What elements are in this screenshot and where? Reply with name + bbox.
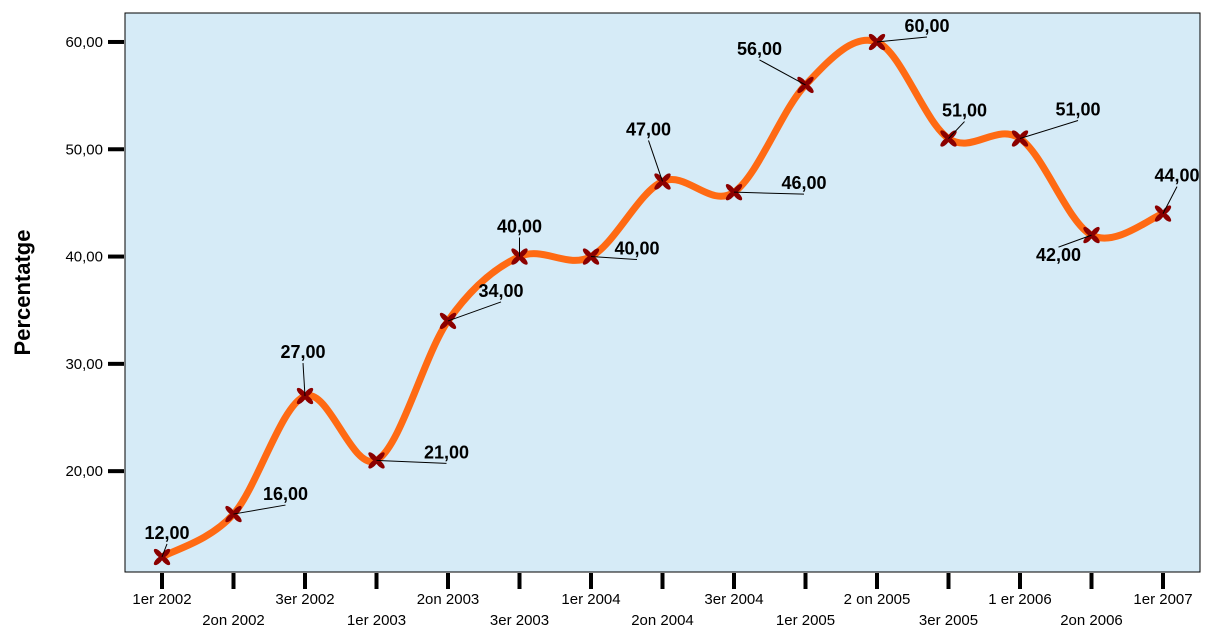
y-tick-label: 20,00 [65, 463, 103, 480]
data-label: 56,00 [737, 39, 782, 59]
x-tick-label: 2on 2004 [631, 612, 694, 628]
y-tick-label: 30,00 [65, 356, 103, 373]
leader-line [590, 256, 638, 261]
leader-line [733, 191, 805, 195]
data-point [368, 452, 385, 469]
x-tick-label: 2on 2003 [417, 591, 480, 608]
x-tick-label: 1er 2007 [1133, 591, 1192, 608]
y-tick-label: 60,00 [65, 34, 103, 51]
leader-line [376, 459, 447, 464]
data-label: 44,00 [1154, 166, 1199, 186]
y-tick-label: 40,00 [65, 249, 103, 266]
data-label: 12,00 [144, 523, 189, 543]
leader-line [1019, 120, 1079, 140]
x-tick-label: 1er 2002 [132, 591, 191, 608]
x-tick-label: 3er 2003 [490, 612, 549, 628]
x-tick-label: 2on 2006 [1060, 612, 1123, 628]
x-tick-label: 3er 2002 [275, 591, 334, 608]
leader-line [759, 59, 806, 86]
data-label: 46,00 [781, 173, 826, 193]
x-tick-label: 1er 2005 [776, 612, 835, 628]
x-tick-label: 1er 2004 [561, 591, 620, 608]
data-label: 34,00 [478, 281, 523, 301]
leader-line [1162, 186, 1178, 214]
data-point [296, 387, 314, 405]
data-point [654, 173, 671, 190]
x-tick-label: 3er 2005 [919, 612, 978, 628]
data-label: 47,00 [626, 119, 671, 139]
data-point [1083, 226, 1100, 244]
plot-area [124, 12, 1201, 573]
data-point [225, 505, 242, 523]
y-axis-title: Percentatge [10, 230, 35, 356]
data-point [1154, 205, 1172, 222]
x-tick-label: 3er 2004 [704, 591, 763, 608]
data-point [725, 184, 743, 201]
data-label: 51,00 [942, 101, 987, 121]
data-label: 40,00 [614, 239, 659, 259]
x-tick-label: 2on 2002 [202, 612, 265, 628]
leader-line [1058, 234, 1092, 248]
data-point [582, 248, 600, 265]
data-point [153, 548, 171, 566]
data-label: 16,00 [263, 484, 308, 504]
x-tick-label: 2 on 2005 [844, 591, 911, 608]
data-label: 51,00 [1055, 100, 1100, 120]
data-label: 27,00 [280, 342, 325, 362]
y-tick-label: 50,00 [65, 141, 103, 158]
data-label: 21,00 [424, 442, 469, 462]
leader-line [648, 140, 663, 182]
data-markers [153, 33, 1172, 566]
data-point [868, 33, 886, 51]
leader-line [302, 363, 306, 397]
leader-line [161, 543, 168, 558]
data-label: 40,00 [497, 217, 542, 237]
x-tick-label: 1 er 2006 [988, 591, 1051, 608]
data-point [439, 312, 457, 330]
leader-line [447, 301, 502, 322]
data-label: 60,00 [904, 16, 949, 36]
leader-line [948, 121, 965, 139]
data-point [1011, 130, 1029, 147]
leader-line [233, 504, 286, 515]
axes: 20,00 30,00 40,00 50,00 60,00 1er 2002 2on 200… [65, 34, 1192, 628]
data-point [511, 248, 528, 265]
data-label: 42,00 [1036, 245, 1081, 265]
leader-line [876, 36, 928, 43]
data-labels: 12,00 16,00 27,00 21,00 34,00 40,00 40,00 47,00… [144, 16, 1200, 558]
x-tick-label: 1er 2003 [347, 612, 406, 628]
